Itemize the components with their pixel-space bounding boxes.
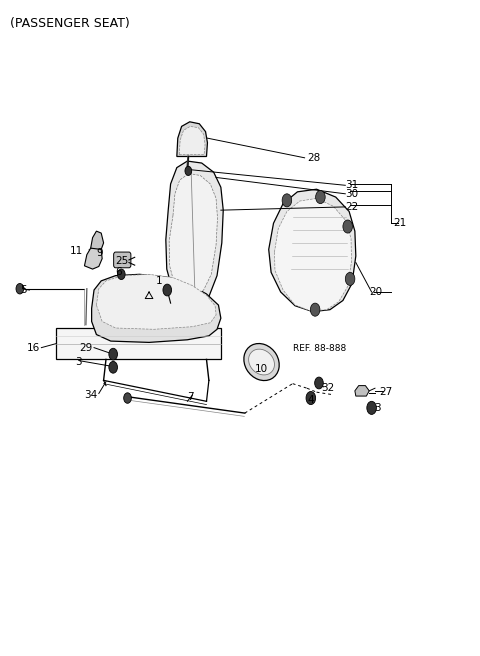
Circle shape [109, 348, 118, 360]
Circle shape [306, 392, 316, 405]
Text: 11: 11 [70, 246, 84, 256]
Text: 3: 3 [75, 357, 82, 367]
Polygon shape [355, 386, 369, 396]
Polygon shape [56, 328, 221, 359]
Text: 10: 10 [254, 363, 267, 373]
Text: 34: 34 [84, 390, 98, 400]
Circle shape [118, 269, 125, 279]
Polygon shape [84, 245, 102, 269]
Circle shape [345, 272, 355, 285]
Text: 31: 31 [345, 180, 359, 190]
Text: 4: 4 [307, 395, 313, 405]
Circle shape [316, 190, 325, 203]
Polygon shape [169, 173, 217, 295]
Polygon shape [91, 231, 104, 249]
Text: 27: 27 [379, 387, 392, 397]
Polygon shape [275, 198, 351, 311]
Text: 25: 25 [116, 256, 129, 266]
Polygon shape [179, 127, 205, 155]
Circle shape [311, 303, 320, 316]
Polygon shape [269, 189, 356, 312]
Text: 22: 22 [345, 202, 359, 212]
Polygon shape [166, 161, 223, 305]
Text: 21: 21 [393, 218, 407, 228]
Text: 5: 5 [20, 285, 26, 295]
Circle shape [185, 167, 192, 175]
Text: 32: 32 [322, 383, 335, 393]
Circle shape [367, 401, 376, 415]
Circle shape [163, 284, 171, 296]
Text: 1: 1 [156, 276, 163, 286]
Circle shape [282, 194, 292, 207]
Circle shape [109, 361, 118, 373]
Text: 29: 29 [80, 342, 93, 353]
Text: 3: 3 [374, 403, 381, 413]
Ellipse shape [249, 349, 275, 375]
Circle shape [343, 220, 352, 233]
Text: 6: 6 [116, 268, 122, 277]
Text: 9: 9 [96, 248, 103, 258]
Text: 30: 30 [345, 189, 359, 199]
Ellipse shape [244, 344, 279, 380]
Circle shape [16, 283, 24, 294]
Circle shape [315, 377, 323, 389]
Polygon shape [177, 122, 207, 157]
FancyBboxPatch shape [114, 252, 131, 268]
Text: 28: 28 [307, 153, 320, 163]
Text: 20: 20 [369, 287, 383, 297]
Text: 16: 16 [27, 342, 40, 353]
Polygon shape [96, 274, 216, 329]
Circle shape [124, 393, 132, 403]
Text: REF. 88-888: REF. 88-888 [293, 344, 346, 354]
Text: (PASSENGER SEAT): (PASSENGER SEAT) [10, 17, 130, 30]
Polygon shape [92, 274, 221, 342]
Text: 7: 7 [187, 392, 194, 401]
